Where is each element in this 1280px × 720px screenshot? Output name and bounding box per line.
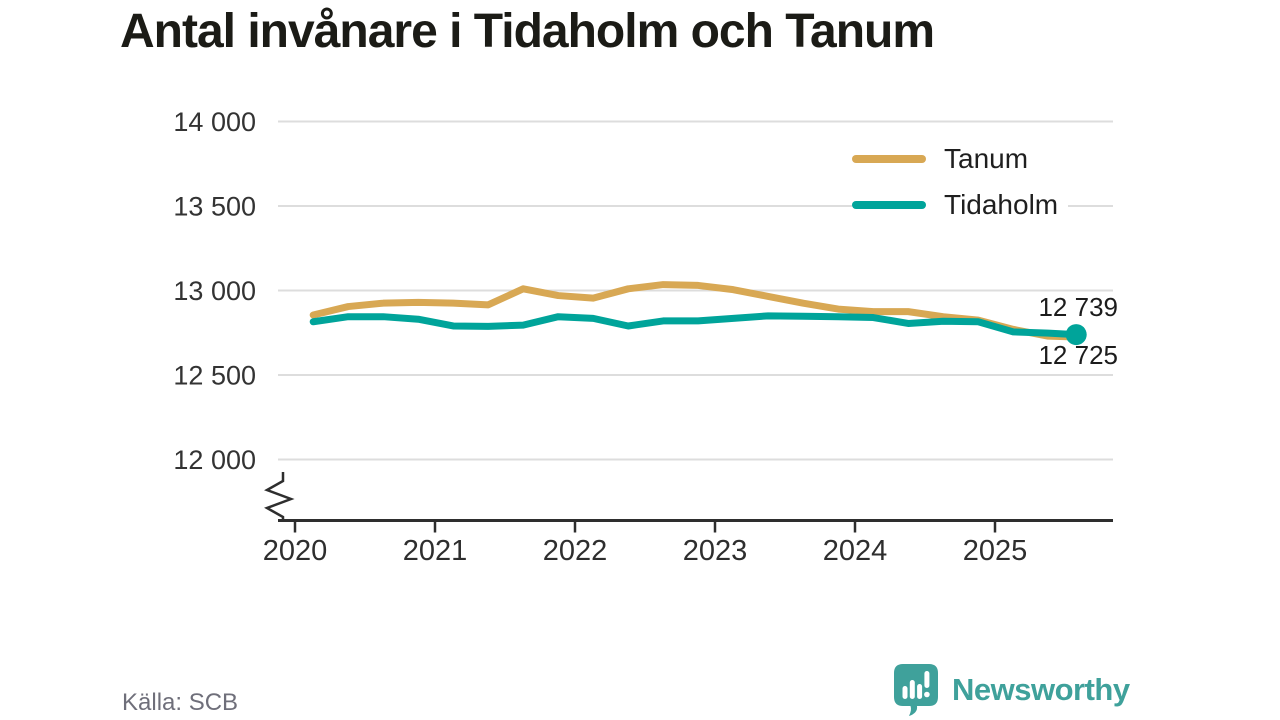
x-tick-label: 2020: [263, 535, 328, 567]
end-value-label-tidaholm: 12 739: [1038, 292, 1118, 322]
y-tick-label: 13 500: [173, 192, 256, 222]
y-axis-break-icon: [264, 472, 295, 522]
legend-item-tanum: Tanum: [852, 136, 1069, 182]
newsworthy-logo: Newsworthy: [893, 662, 1130, 718]
x-tick-label: 2024: [823, 535, 888, 567]
x-tick-label: 2025: [963, 535, 1028, 567]
end-value-label-tanum: 12 725: [1038, 340, 1118, 370]
logo-speech-bubble-icon: [894, 664, 938, 716]
tanum-color-swatch: [852, 155, 926, 163]
x-tick-label: 2022: [543, 535, 608, 567]
legend-label-tidaholm: Tidaholm: [944, 189, 1059, 220]
y-tick-label: 14 000: [173, 107, 256, 137]
y-tick-label: 12 500: [173, 361, 256, 391]
tidaholm-color-swatch: [852, 201, 926, 209]
y-tick-label: 13 000: [173, 276, 256, 306]
source-note: Källa: SCB: [122, 689, 239, 716]
chart-title: Antal invånare i Tidaholm och Tanum: [120, 5, 935, 58]
chart-legend: Tanum Tidaholm: [852, 136, 1069, 228]
logo-wordmark: Newsworthy: [952, 672, 1130, 707]
y-tick-label: 12 000: [173, 445, 256, 475]
legend-label-tanum: Tanum: [944, 143, 1029, 174]
series-line-tidaholm: [309, 312, 1080, 339]
x-tick-label: 2023: [683, 535, 748, 567]
legend-item-tidaholm: Tidaholm: [852, 182, 1069, 228]
series-line-tanum: [309, 281, 1080, 341]
series-end-dot-tidaholm: [1065, 324, 1087, 346]
x-tick-label: 2021: [403, 535, 468, 567]
